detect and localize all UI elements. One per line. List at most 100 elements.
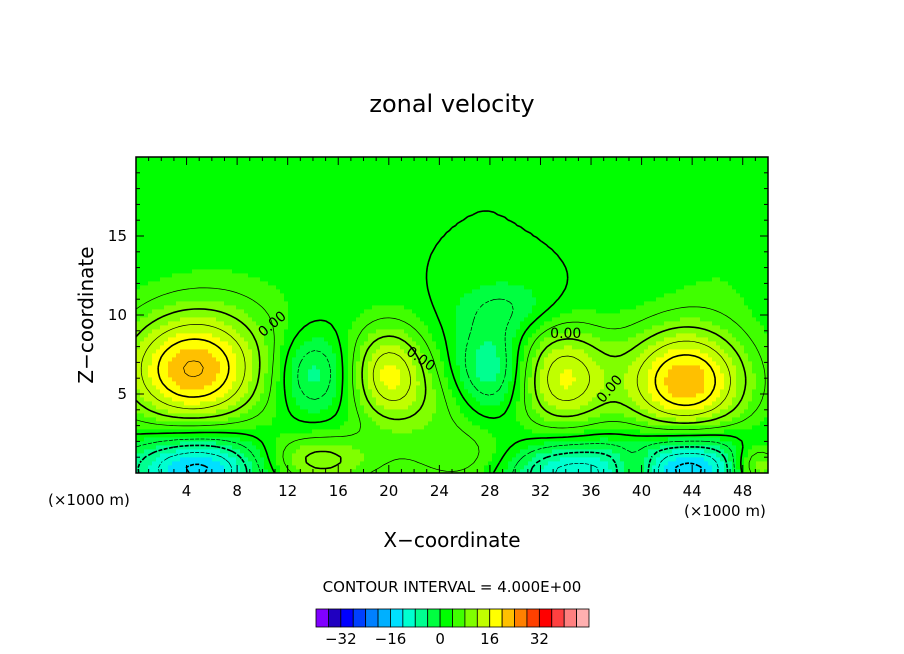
heatmap-cell <box>156 289 160 293</box>
heatmap-cell <box>148 189 152 193</box>
heatmap-cell <box>372 457 376 461</box>
heatmap-cell <box>252 273 256 277</box>
heatmap-cell <box>232 209 236 213</box>
heatmap-cell <box>152 421 156 425</box>
heatmap-cell <box>176 329 180 333</box>
heatmap-cell <box>144 181 148 185</box>
heatmap-cell <box>352 197 356 201</box>
heatmap-cell <box>304 413 308 417</box>
heatmap-cell <box>340 265 344 269</box>
heatmap-cell <box>248 357 252 361</box>
heatmap-cell <box>152 273 156 277</box>
heatmap-cell <box>176 285 180 289</box>
heatmap-cell <box>372 249 376 253</box>
heatmap-cell <box>224 425 228 429</box>
heatmap-cell <box>280 409 284 413</box>
heatmap-cell <box>280 285 284 289</box>
heatmap-cell <box>176 389 180 393</box>
heatmap-cell <box>328 457 332 461</box>
heatmap-cell <box>164 161 168 165</box>
heatmap-cell <box>184 213 188 217</box>
heatmap-cell <box>312 361 316 365</box>
heatmap-cell <box>220 321 224 325</box>
heatmap-cell <box>312 365 316 369</box>
heatmap-cell <box>244 277 248 281</box>
heatmap-cell <box>244 349 248 353</box>
heatmap-cell <box>180 385 184 389</box>
heatmap-cell <box>172 385 176 389</box>
heatmap-cell <box>316 341 320 345</box>
heatmap-cell <box>240 281 244 285</box>
heatmap-cell <box>216 409 220 413</box>
heatmap-cell <box>208 185 212 189</box>
heatmap-cell <box>308 357 312 361</box>
heatmap-cell <box>248 429 252 433</box>
heatmap-cell <box>384 313 388 317</box>
heatmap-cell <box>320 385 324 389</box>
heatmap-cell <box>272 401 276 405</box>
heatmap-cell <box>212 357 216 361</box>
heatmap-cell <box>372 425 376 429</box>
heatmap-cell <box>384 181 388 185</box>
heatmap-cell <box>356 285 360 289</box>
heatmap-cell <box>228 337 232 341</box>
heatmap-cell <box>300 173 304 177</box>
heatmap-cell <box>208 349 212 353</box>
heatmap-cell <box>348 193 352 197</box>
heatmap-cell <box>236 201 240 205</box>
heatmap-cell <box>364 313 368 317</box>
heatmap-cell <box>328 333 332 337</box>
heatmap-cell <box>320 269 324 273</box>
heatmap-cell <box>172 449 176 453</box>
heatmap-cell <box>376 169 380 173</box>
heatmap-cell <box>356 465 360 469</box>
heatmap-cell <box>204 345 208 349</box>
heatmap-cell <box>360 161 364 165</box>
heatmap-cell <box>232 425 236 429</box>
heatmap-cell <box>368 409 372 413</box>
heatmap-cell <box>200 341 204 345</box>
heatmap-cell <box>340 209 344 213</box>
heatmap-cell <box>184 305 188 309</box>
heatmap-cell <box>216 417 220 421</box>
heatmap-cell <box>204 381 208 385</box>
heatmap-cell <box>184 273 188 277</box>
heatmap-cell <box>156 337 160 341</box>
heatmap-cell <box>252 317 256 321</box>
heatmap-cell <box>272 449 276 453</box>
heatmap-cell <box>312 345 316 349</box>
heatmap-cell <box>348 453 352 457</box>
heatmap-cell <box>204 457 208 461</box>
heatmap-cell <box>236 269 240 273</box>
heatmap-cell <box>188 185 192 189</box>
heatmap-cell <box>204 205 208 209</box>
heatmap-cell <box>304 165 308 169</box>
heatmap-cell <box>300 405 304 409</box>
heatmap-cell <box>156 249 160 253</box>
heatmap-cell <box>288 233 292 237</box>
heatmap-cell <box>332 381 336 385</box>
heatmap-cell <box>364 253 368 257</box>
heatmap-cell <box>352 289 356 293</box>
heatmap-cell <box>228 445 232 449</box>
heatmap-cell <box>284 433 288 437</box>
heatmap-cell <box>200 453 204 457</box>
heatmap-cell <box>152 221 156 225</box>
heatmap-cell <box>272 161 276 165</box>
heatmap-cell <box>364 189 368 193</box>
heatmap-cell <box>148 305 152 309</box>
heatmap-cell <box>212 329 216 333</box>
heatmap-cell <box>316 405 320 409</box>
heatmap-cell <box>276 185 280 189</box>
heatmap-cell <box>292 289 296 293</box>
heatmap-cell <box>172 457 176 461</box>
heatmap-cell <box>276 189 280 193</box>
heatmap-cell <box>288 277 292 281</box>
heatmap-cell <box>352 269 356 273</box>
heatmap-cell <box>188 249 192 253</box>
heatmap-cell <box>352 253 356 257</box>
heatmap-cell <box>340 333 344 337</box>
heatmap-cell <box>384 421 388 425</box>
heatmap-cell <box>184 205 188 209</box>
heatmap-cell <box>184 249 188 253</box>
